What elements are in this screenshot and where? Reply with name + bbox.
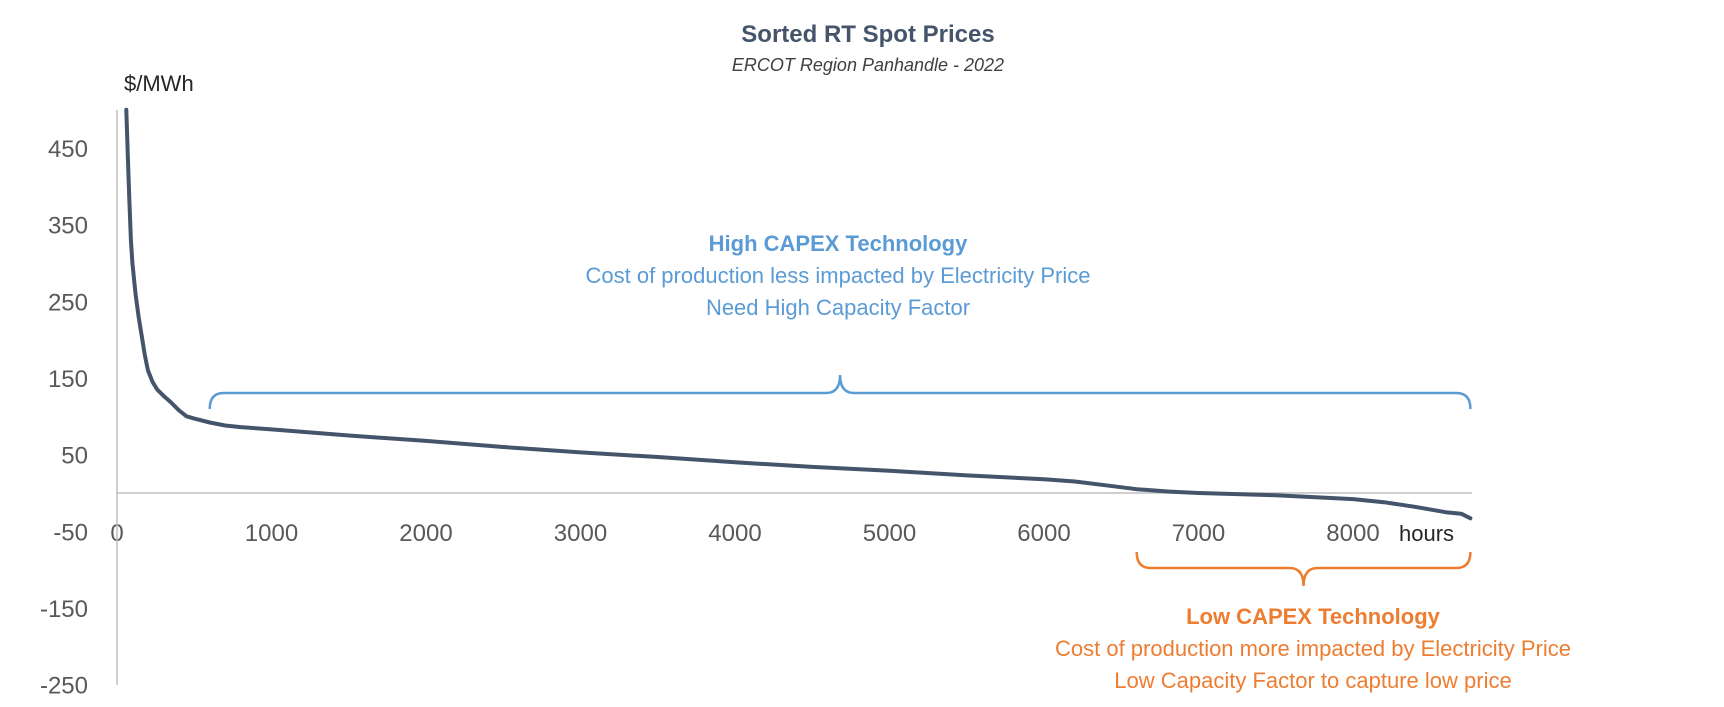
y-tick-label: 250 <box>48 289 88 316</box>
axes <box>116 110 1472 685</box>
series-line <box>124 107 1473 521</box>
y-tick-label: 150 <box>48 366 88 393</box>
x-tick-label: 3000 <box>554 520 607 547</box>
high-capex-bracket <box>208 374 1472 410</box>
chart-title: Sorted RT Spot Prices <box>741 21 994 48</box>
high-capex-description: Cost of production less impacted by Elec… <box>586 263 1091 288</box>
y-tick-label: -250 <box>40 673 88 700</box>
y-axis-unit-label: $/MWh <box>124 71 194 96</box>
x-tick-label: 4000 <box>708 520 761 547</box>
low-capex-title: Low CAPEX Technology <box>1186 604 1441 629</box>
low-capex-description: Low Capacity Factor to capture low price <box>1114 668 1511 693</box>
plot-area <box>124 107 1473 521</box>
x-tick-label: 2000 <box>399 520 452 547</box>
x-tick-label: 5000 <box>863 520 916 547</box>
y-tick-label: 450 <box>48 136 88 163</box>
y-tick-label: -50 <box>53 519 88 546</box>
low-capex-bracket <box>1135 551 1472 587</box>
x-tick-label: 7000 <box>1172 520 1225 547</box>
x-axis-unit-label: hours <box>1399 521 1454 546</box>
y-tick-label: 350 <box>48 213 88 240</box>
annotations: High CAPEX Technology Cost of production … <box>208 231 1571 693</box>
x-tick-label: 6000 <box>1017 520 1070 547</box>
high-capex-description: Need High Capacity Factor <box>706 295 970 320</box>
x-tick-labels: 0 1000 2000 3000 4000 5000 6000 7000 8000 <box>110 520 1379 547</box>
x-tick-label: 1000 <box>245 520 298 547</box>
y-tick-label: -150 <box>40 596 88 623</box>
chart-subtitle: ERCOT Region Panhandle - 2022 <box>732 55 1004 75</box>
y-tick-label: 50 <box>61 443 88 470</box>
y-tick-labels: 450 350 250 150 50 -50 -150 -250 <box>40 136 88 700</box>
low-capex-description: Cost of production more impacted by Elec… <box>1055 636 1571 661</box>
high-capex-title: High CAPEX Technology <box>709 231 968 256</box>
x-tick-label: 8000 <box>1326 520 1379 547</box>
